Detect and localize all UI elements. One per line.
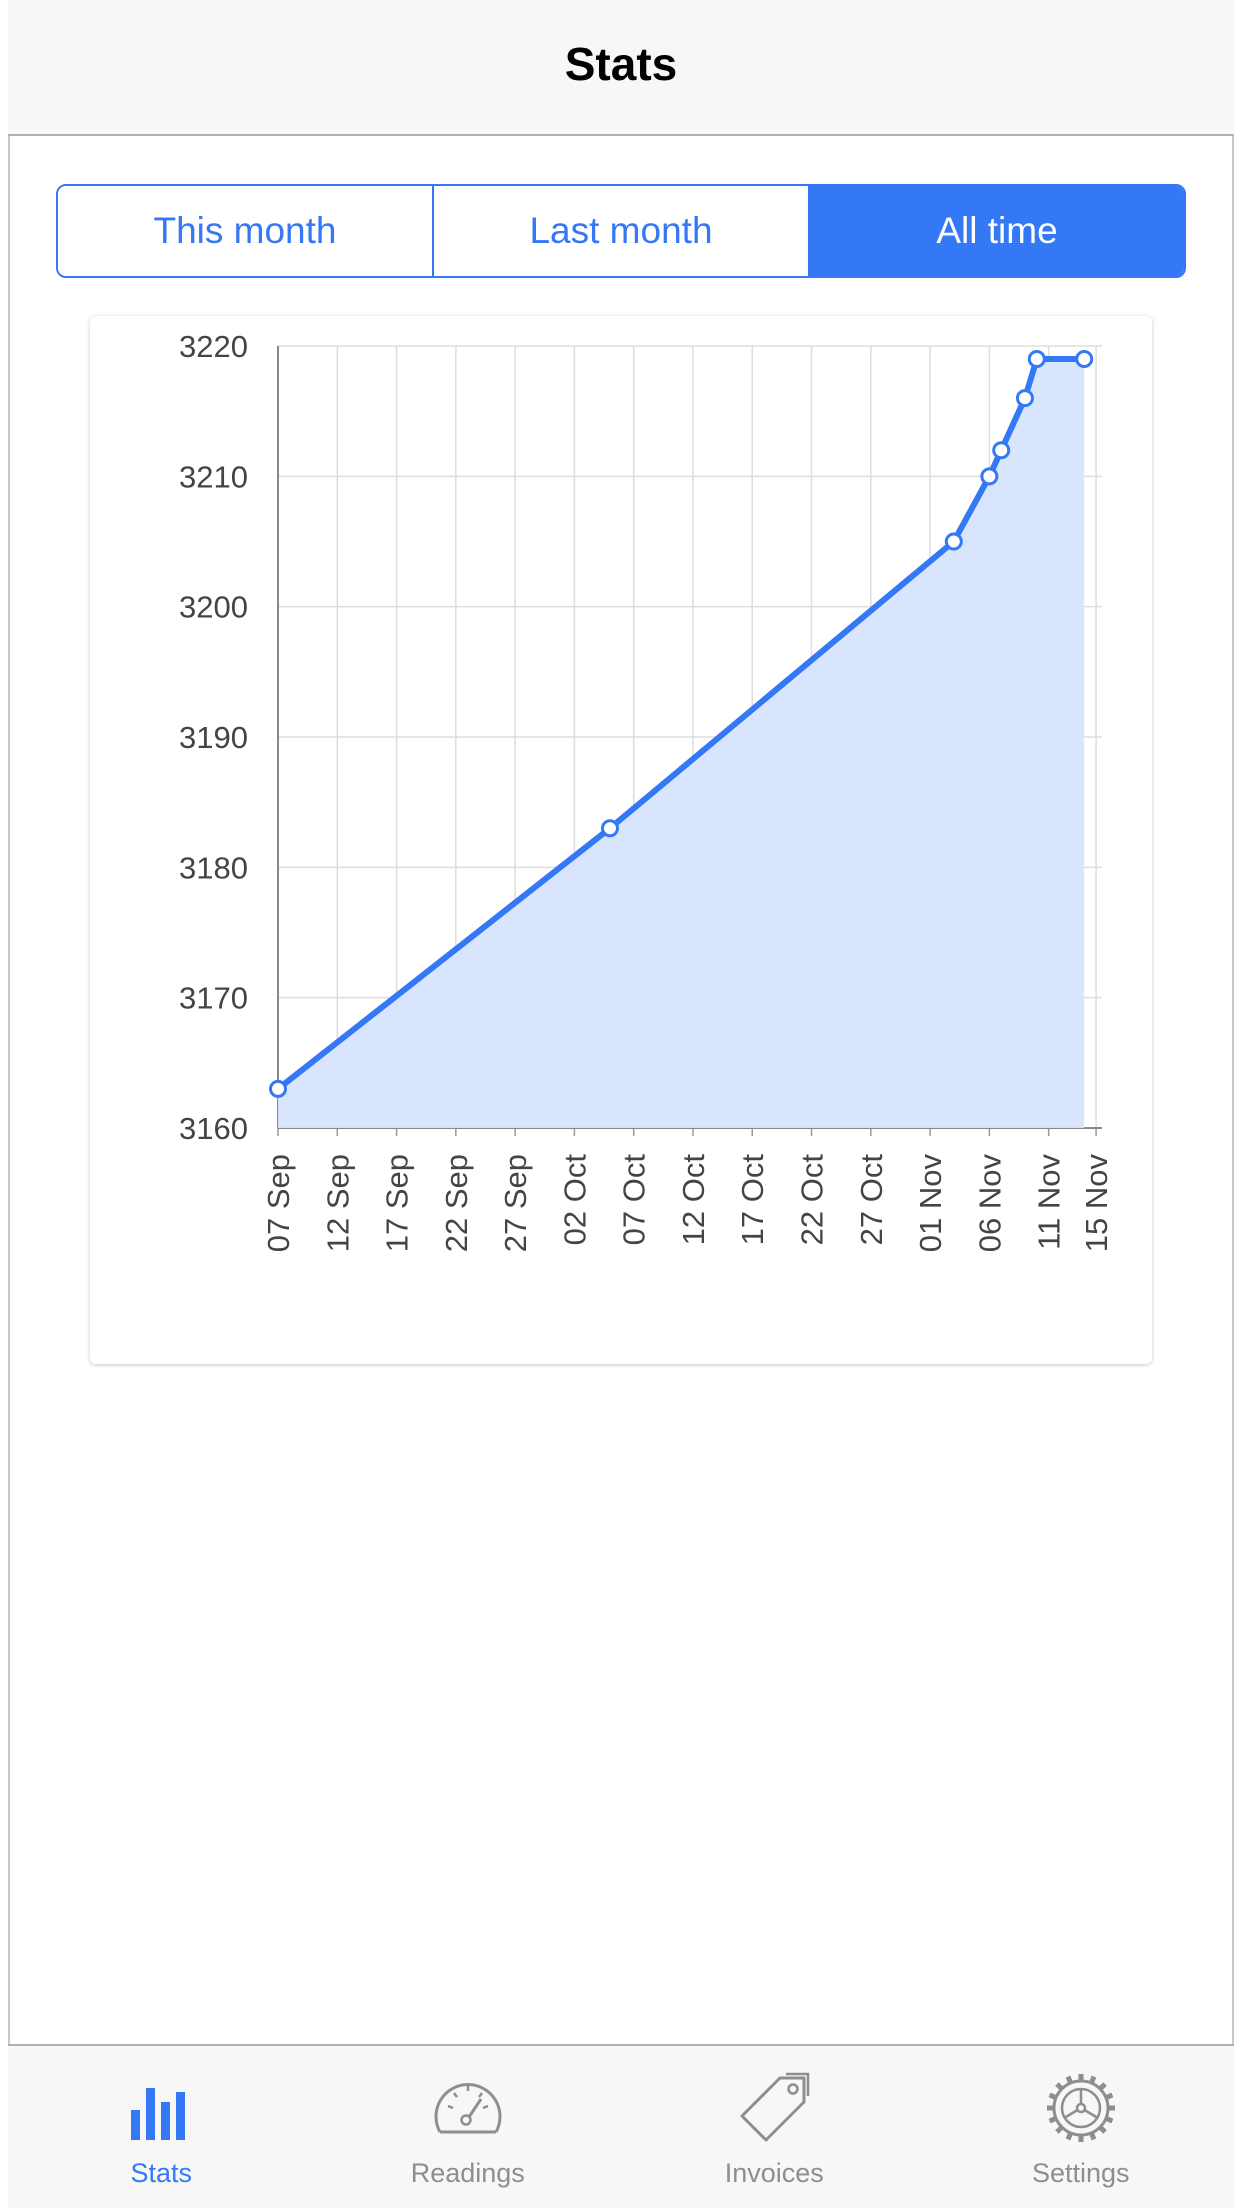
tab-settings-label: Settings: [1031, 2158, 1130, 2188]
y-tick-label: 3190: [179, 720, 248, 755]
data-point: [1015, 389, 1034, 408]
x-tick-label: 22 Sep: [439, 1154, 474, 1252]
x-tick-label: 17 Sep: [380, 1154, 415, 1252]
data-point: [992, 441, 1011, 460]
chart-card: 3160 3170 3180 3190 3200 3210 3220 07 Sep 12 Sep…: [90, 316, 1152, 1364]
x-tick-label: 02 Oct: [557, 1154, 592, 1246]
x-tick-label: 11 Nov: [1032, 1154, 1067, 1250]
x-tick-label: 07 Oct: [617, 1154, 652, 1246]
segment-this-month[interactable]: This month: [58, 186, 432, 276]
tab-readings[interactable]: Readings: [315, 2046, 622, 2208]
tag-icon: [740, 2072, 810, 2142]
data-point: [944, 532, 963, 551]
x-tick-label: 12 Sep: [320, 1154, 355, 1252]
y-tick-label: 3200: [179, 590, 248, 625]
series-area: [278, 359, 1085, 1128]
tab-invoices[interactable]: Invoices: [621, 2046, 928, 2208]
data-point: [600, 819, 619, 838]
data-point: [269, 1079, 287, 1098]
x-tick-label: 22 Oct: [795, 1154, 830, 1246]
bar-chart-icon: [131, 2088, 186, 2140]
y-tick-label: 3210: [179, 459, 248, 494]
y-tick-label: 3220: [179, 329, 248, 364]
tab-settings[interactable]: Settings: [928, 2046, 1235, 2208]
x-tick-label: 06 Nov: [972, 1154, 1007, 1253]
data-point: [980, 467, 999, 486]
tab-readings-label: Readings: [410, 2158, 525, 2188]
x-tick-label: 12 Oct: [676, 1154, 711, 1246]
page-title: Stats: [564, 38, 678, 90]
period-segmented-control: This month Last month All time: [56, 184, 1186, 278]
data-point: [1027, 350, 1046, 369]
segment-last-month[interactable]: Last month: [432, 186, 808, 276]
data-point: [1075, 350, 1094, 369]
x-tick-label: 27 Sep: [498, 1154, 533, 1252]
gear-icon: [1046, 2074, 1115, 2142]
x-tick-label: 07 Sep: [261, 1154, 296, 1252]
x-tick-label: 15 Nov: [1079, 1154, 1114, 1253]
tab-stats[interactable]: Stats: [8, 2046, 315, 2208]
gauge-icon: [434, 2083, 502, 2134]
meter-readings-chart: 3160 3170 3180 3190 3200 3210 3220 07 Sep 12 Sep…: [179, 329, 1114, 1253]
tab-invoices-label: Invoices: [724, 2158, 824, 2188]
y-tick-label: 3180: [179, 850, 248, 885]
segment-all-time[interactable]: All time: [808, 186, 1184, 276]
x-tick-label: 17 Oct: [735, 1154, 770, 1246]
x-tick-label: 27 Oct: [854, 1154, 889, 1246]
tab-bar: Stats Readings Invoices: [8, 2044, 1234, 2208]
navigation-bar: Stats: [8, 0, 1234, 136]
x-tick-label: 01 Nov: [913, 1154, 948, 1253]
y-tick-label: 3160: [179, 1111, 248, 1146]
y-tick-label: 3170: [179, 981, 248, 1016]
tab-stats-label: Stats: [130, 2158, 193, 2188]
